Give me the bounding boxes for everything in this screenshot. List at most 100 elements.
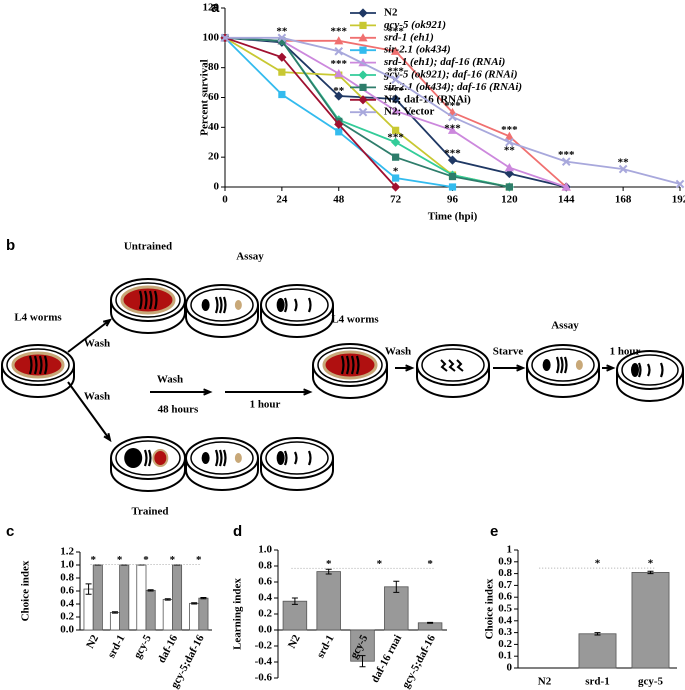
x-tick-label: srd-1	[105, 633, 127, 660]
y-tick-label: 0.2	[498, 638, 512, 650]
y-tick-label: 1.0	[258, 544, 272, 556]
y-tick-label: 0.6	[498, 591, 512, 603]
marker	[358, 70, 368, 80]
marker	[391, 137, 401, 147]
worm	[214, 449, 219, 467]
marker	[334, 46, 344, 56]
dish	[185, 284, 259, 338]
legend-label: gcy-5 (ok921)	[383, 19, 446, 31]
dish	[260, 437, 334, 491]
marker	[448, 172, 457, 181]
significance: **	[276, 25, 288, 37]
significance: *	[393, 166, 399, 178]
worm	[659, 362, 664, 378]
bar	[162, 599, 173, 631]
marker	[334, 119, 344, 129]
diagram-label: L4 worms	[331, 314, 379, 326]
dish	[616, 350, 684, 402]
worm	[555, 356, 560, 374]
legend-label: srd-1 (eh1)	[383, 31, 434, 43]
marker	[334, 91, 344, 101]
marker	[358, 107, 368, 117]
x-tick-label: 168	[615, 194, 632, 206]
y-axis-label: Choice index	[20, 560, 32, 621]
bar	[136, 564, 147, 631]
dish	[110, 436, 186, 492]
error-bar	[647, 570, 654, 575]
marker	[504, 168, 514, 179]
marker	[391, 75, 400, 84]
worm	[355, 355, 360, 375]
dish	[260, 284, 334, 338]
y-tick-label: 0	[214, 181, 220, 193]
marker	[561, 182, 571, 191]
x-tick-label: N2	[84, 633, 101, 651]
significance: *	[117, 554, 123, 566]
y-tick-label: 0.1	[498, 650, 512, 662]
y-tick-label: 100	[203, 31, 220, 43]
worm	[283, 297, 288, 313]
marker	[278, 90, 286, 99]
spot	[201, 299, 210, 311]
y-tick-label: 60	[208, 91, 220, 103]
worm	[143, 449, 148, 467]
bar	[198, 597, 209, 631]
significance: *	[326, 558, 332, 570]
diagram-label: Wash	[157, 374, 183, 386]
x-tick-label: 192	[672, 194, 685, 206]
y-tick-label: 0.0	[258, 624, 272, 636]
spot	[276, 451, 285, 465]
panel-label: d	[233, 523, 242, 540]
marker	[561, 157, 571, 166]
marker	[391, 182, 401, 192]
significance: *	[648, 558, 654, 570]
lawn	[152, 449, 169, 467]
significance: ***	[331, 25, 348, 37]
bar	[189, 602, 200, 631]
worm	[218, 296, 223, 314]
x-axis-label: Time (hpi)	[428, 211, 478, 223]
significance: *	[196, 554, 202, 566]
y-tick-label: 0.7	[498, 579, 512, 591]
worm	[148, 290, 153, 310]
marker	[618, 164, 628, 174]
y-tick-label: 0.8	[258, 560, 272, 572]
y-tick-label: 20	[208, 151, 220, 163]
marker	[504, 163, 514, 172]
y-tick-label: -0.6	[255, 672, 273, 684]
marker	[675, 179, 685, 189]
worm	[222, 449, 227, 467]
y-tick-label: 80	[208, 61, 220, 73]
error-bar	[291, 597, 298, 605]
worm	[307, 297, 312, 313]
diagram-label: Wash	[84, 391, 110, 403]
spot	[276, 298, 285, 312]
diagram-label: Assay	[236, 251, 264, 263]
significance: ***	[558, 149, 575, 161]
diagram-label: Trained	[131, 506, 168, 518]
significance: ***	[444, 148, 461, 160]
x-tick-label: daf-16	[156, 633, 181, 666]
y-tick-label: 0.0	[60, 624, 74, 636]
worm	[138, 290, 143, 310]
marker	[392, 153, 400, 161]
worm	[43, 355, 48, 375]
x-tick-label: srd-1	[315, 633, 337, 660]
marker	[391, 94, 401, 104]
worm	[222, 296, 227, 314]
y-tick-label: 0.2	[60, 611, 74, 623]
error-bar	[594, 632, 601, 636]
marker	[359, 46, 367, 54]
arrow	[67, 318, 113, 353]
error-bar	[164, 598, 171, 601]
spot	[575, 360, 583, 370]
diagram-label: 48 hours	[158, 404, 199, 416]
marker	[505, 137, 514, 147]
arrow	[67, 381, 112, 443]
bar	[109, 612, 121, 631]
dish	[416, 344, 490, 398]
legend-label: N2; Vector	[384, 106, 435, 118]
y-tick-label: 40	[208, 121, 220, 133]
y-tick-label: 0.4	[498, 614, 512, 626]
